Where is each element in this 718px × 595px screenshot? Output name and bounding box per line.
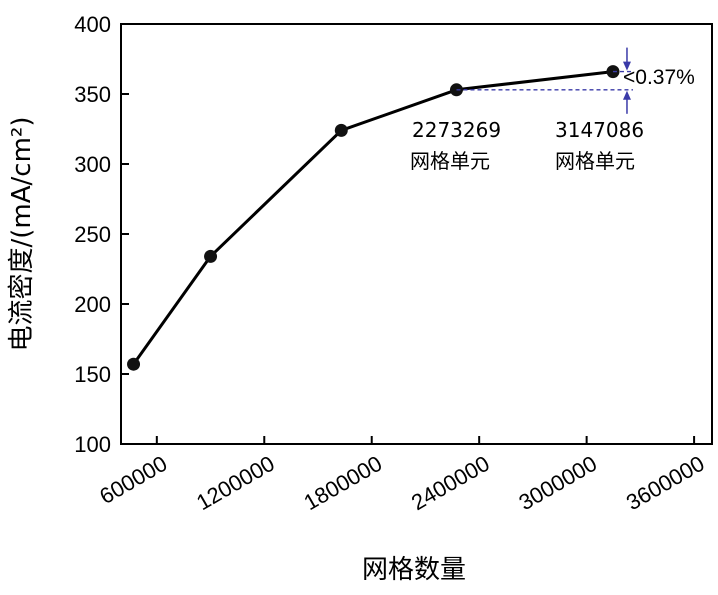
annotation-difference: <0.37% (623, 66, 695, 89)
data-point (127, 357, 141, 371)
y-tick-label: 300 (74, 152, 111, 177)
annotation-point-a-unit: 网格单元 (410, 149, 490, 173)
series (127, 65, 620, 371)
annotation-point-a-count: 2273269 (412, 118, 501, 142)
annotations: 2273269 网格单元 3147086 网格单元 <0.37% (410, 47, 695, 173)
x-tick-label: 1200000 (192, 451, 279, 515)
y-tick-label: 400 (74, 12, 111, 37)
y-tick-label: 350 (74, 82, 111, 107)
x-tick-label: 3000000 (514, 451, 601, 515)
arrow-down-icon (622, 61, 631, 71)
x-tick-label: 2400000 (407, 451, 494, 515)
y-tick-label: 100 (74, 432, 111, 457)
y-tick-label: 200 (74, 292, 111, 317)
y-axis-title: 电流密度/(mA/cm²) (7, 117, 37, 352)
x-tick-label: 3600000 (622, 451, 709, 515)
x-axis-title: 网格数量 (362, 555, 466, 585)
y-tick-label: 250 (74, 222, 111, 247)
x-tick-label: 600000 (95, 451, 171, 509)
ticks: 100 150 200 250 300 350 400 600000 1200000 180000… (74, 12, 708, 515)
data-point (334, 123, 348, 137)
series-line (132, 70, 614, 366)
x-tick-label: 1800000 (300, 451, 387, 515)
annotation-point-b-count: 3147086 (555, 118, 644, 142)
y-tick-label: 150 (74, 362, 111, 387)
annotation-point-b-unit: 网格单元 (555, 149, 635, 173)
arrow-up-icon (622, 90, 631, 100)
data-point (204, 249, 218, 263)
